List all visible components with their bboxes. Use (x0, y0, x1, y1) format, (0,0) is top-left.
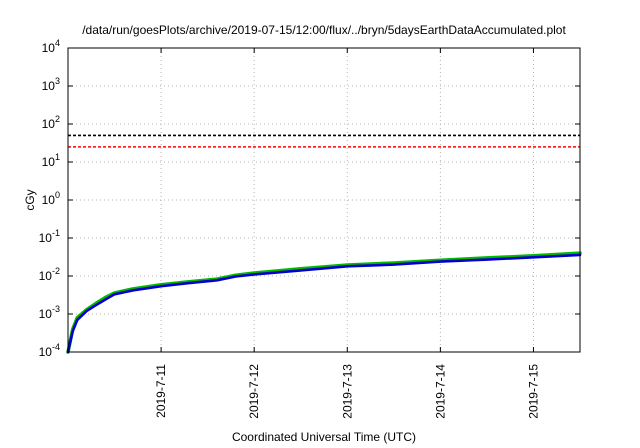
chart-title: /data/run/goesPlots/archive/2019-07-15/1… (82, 23, 566, 37)
y-axis-ticks: 10-4 10-3 10-2 10-1 100 101 102 103 104 (39, 38, 580, 359)
series-line (66, 253, 582, 354)
grid (68, 48, 580, 352)
y-tick-label: 102 (42, 114, 60, 131)
x-tick-label: 2019-7-12 (247, 364, 261, 419)
threshold-lines (68, 134, 580, 148)
x-tick-label: 2019-7-14 (433, 364, 447, 419)
y-tick-label: 10-2 (39, 266, 60, 283)
y-axis-label: cGy (23, 189, 37, 210)
series-lines (66, 251, 582, 354)
y-tick-label: 10-3 (39, 304, 60, 321)
y-tick-label: 104 (42, 38, 60, 55)
x-tick-label: 2019-7-13 (340, 364, 354, 419)
y-tick-label: 10-4 (39, 342, 60, 359)
y-tick-label: 103 (42, 76, 60, 93)
x-axis-label: Coordinated Universal Time (UTC) (232, 430, 416, 444)
y-tick-label: 101 (42, 152, 60, 169)
y-tick-label: 10-1 (39, 228, 60, 245)
y-tick-label: 100 (42, 190, 60, 207)
x-tick-label: 2019-7-15 (526, 364, 540, 419)
x-axis-ticks: 2019-7-11 2019-7-12 2019-7-13 2019-7-14 2019… (154, 48, 540, 419)
x-tick-label: 2019-7-11 (154, 364, 168, 418)
